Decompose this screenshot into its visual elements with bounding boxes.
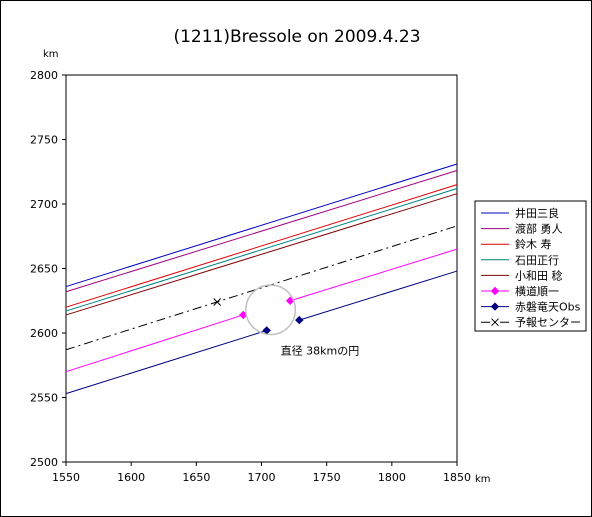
- series-3: [65, 184, 458, 308]
- plot-area: [65, 74, 458, 463]
- y-tick-label: 2650: [30, 263, 58, 276]
- x-tick-label: 1750: [313, 471, 341, 484]
- reference-circle: [245, 284, 297, 336]
- series-2: [65, 169, 458, 293]
- series-1: [65, 163, 458, 288]
- series-group: [65, 163, 458, 395]
- legend-label: 石田正行: [515, 254, 559, 267]
- series-line: [65, 188, 458, 312]
- legend-label: 鈴木 寿: [515, 237, 552, 251]
- x-tick-label: 1700: [248, 471, 276, 484]
- axis-ticks: 2500 2550 2600 2650 2700 2750 2800 1550 1600 1650…: [30, 69, 471, 484]
- series-line: [65, 314, 244, 373]
- legend-label: 赤磐竜天Obs: [515, 300, 581, 314]
- series-line: [65, 169, 458, 293]
- legend-label: 渡部 勇人: [515, 222, 563, 236]
- legend-label: 井田三良: [515, 206, 559, 220]
- circle-label: 直径 38kmの円: [281, 344, 360, 358]
- legend-label: 横道順一: [515, 284, 559, 298]
- x-tick-label: 1600: [117, 471, 145, 484]
- y-tick-label: 2600: [30, 327, 58, 340]
- x-tick-label: 1550: [52, 471, 80, 484]
- series-4: [65, 188, 458, 312]
- series-point: [295, 315, 304, 325]
- circle-group: 直径 38kmの円: [245, 284, 360, 358]
- x-marker-stroke: [491, 318, 499, 327]
- series-7: [65, 270, 458, 395]
- y-tick-label: 2550: [30, 392, 58, 405]
- x-marker-stroke: [213, 298, 222, 306]
- series-point: [213, 298, 222, 306]
- legend: [474, 200, 587, 332]
- series-line: [299, 270, 458, 321]
- legend-label: 予報センター: [515, 316, 581, 329]
- legend-marker: [491, 318, 499, 327]
- legend-label: 小和田 稔: [515, 268, 563, 282]
- x-tick-label: 1800: [378, 471, 406, 484]
- y-axis-unit: km: [43, 49, 59, 60]
- y-tick-label: 2750: [30, 134, 58, 147]
- series-line: [65, 329, 267, 395]
- series-5: [65, 193, 458, 316]
- y-tick-label: 2500: [30, 456, 58, 469]
- x-tick-label: 1850: [443, 471, 471, 484]
- series-8: [65, 225, 458, 351]
- y-tick-label: 2700: [30, 198, 58, 211]
- series-line: [65, 184, 458, 308]
- series-line: [290, 248, 458, 302]
- legend-marker: [490, 286, 500, 296]
- legend-marker: [490, 302, 500, 311]
- x-axis-unit: km: [475, 474, 491, 485]
- series-line: [65, 193, 458, 316]
- chart-title: (1211)Bressole on 2009.4.23: [173, 27, 420, 47]
- y-tick-label: 2800: [30, 69, 58, 82]
- x-tick-label: 1650: [182, 471, 210, 484]
- series-line: [65, 163, 458, 288]
